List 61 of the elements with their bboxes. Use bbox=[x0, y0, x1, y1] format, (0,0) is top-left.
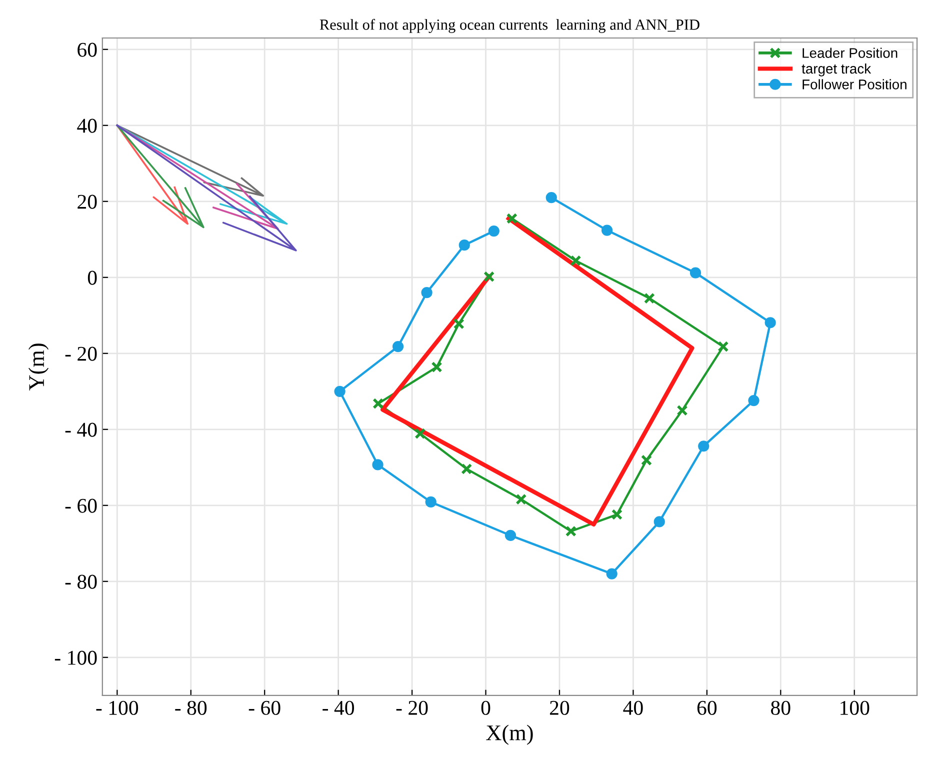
point bbox=[484, 271, 495, 282]
line-series bbox=[380, 216, 694, 526]
x-tick-label: - 80 bbox=[175, 700, 207, 715]
legend-label: target track bbox=[802, 63, 872, 76]
y-tick-label: 0 bbox=[88, 270, 97, 285]
point bbox=[431, 362, 442, 373]
y-axis-title: Y(m) bbox=[28, 344, 49, 391]
x-tick-label: 0 bbox=[481, 700, 490, 715]
point bbox=[611, 508, 623, 520]
point bbox=[764, 317, 776, 328]
legend-label: Follower Position bbox=[802, 79, 906, 90]
line-series bbox=[116, 124, 297, 252]
chart-title: Result of not applying ocean currents learning and ANN_PID bbox=[320, 18, 700, 33]
point bbox=[640, 454, 652, 466]
x-axis-title: X(m) bbox=[486, 724, 533, 745]
point bbox=[461, 463, 472, 474]
point bbox=[570, 255, 582, 266]
y-tick-label: 20 bbox=[78, 194, 97, 209]
x-tick-label: - 100 bbox=[96, 700, 138, 715]
x-tick-label: 80 bbox=[771, 700, 790, 715]
y-tick-label: - 60 bbox=[65, 498, 97, 513]
point bbox=[414, 428, 426, 440]
point bbox=[425, 496, 436, 508]
point bbox=[421, 287, 432, 298]
y-tick-label: - 40 bbox=[65, 422, 97, 437]
point bbox=[698, 440, 710, 452]
x-tick-label: 20 bbox=[550, 700, 570, 715]
x-tick-label: - 20 bbox=[396, 700, 428, 715]
x-tick-label: - 60 bbox=[248, 700, 280, 715]
point bbox=[606, 568, 618, 580]
x-tick-label: 100 bbox=[840, 700, 870, 715]
point bbox=[690, 267, 702, 278]
point bbox=[546, 192, 557, 204]
point bbox=[748, 394, 760, 406]
x-tick-label: - 40 bbox=[322, 700, 354, 715]
point bbox=[392, 341, 404, 352]
x-tick-label: 40 bbox=[623, 700, 643, 715]
point bbox=[516, 494, 527, 505]
point bbox=[334, 386, 346, 397]
y-tick-label: 60 bbox=[78, 42, 97, 57]
point bbox=[458, 240, 470, 251]
point bbox=[644, 292, 655, 304]
point bbox=[488, 225, 500, 237]
point bbox=[504, 530, 516, 541]
point bbox=[718, 341, 729, 352]
point bbox=[372, 398, 384, 410]
line-series bbox=[116, 124, 204, 228]
point bbox=[453, 318, 464, 330]
y-tick-label: - 100 bbox=[54, 650, 97, 665]
x-tick-label: 60 bbox=[697, 700, 717, 715]
point bbox=[601, 224, 613, 236]
point bbox=[654, 516, 665, 528]
y-tick-label: - 80 bbox=[65, 574, 97, 589]
legend-label: Leader Position bbox=[802, 48, 898, 58]
point bbox=[565, 526, 576, 537]
point bbox=[506, 212, 518, 224]
y-tick-label: - 20 bbox=[65, 346, 97, 361]
line-series bbox=[116, 124, 264, 197]
point bbox=[676, 404, 688, 416]
y-tick-label: 40 bbox=[77, 118, 97, 133]
point bbox=[372, 459, 384, 470]
